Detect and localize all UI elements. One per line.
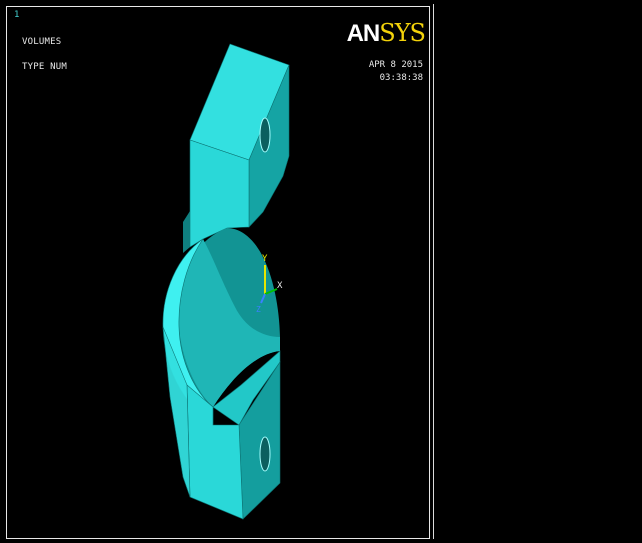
triad-x-label: X	[277, 281, 283, 291]
upper-bolt-hole	[259, 117, 271, 153]
logo-sys: SYS	[379, 19, 426, 47]
coordinate-triad: Y X Z	[256, 254, 283, 314]
triad-y-label: Y	[262, 254, 268, 264]
right-blank-pane	[433, 4, 639, 539]
plot-subtitle: TYPE NUM	[22, 62, 67, 72]
window-number: 1	[14, 10, 20, 20]
bore-shadow	[178, 239, 280, 407]
timestamp: APR 8 2015 03:38:38	[369, 59, 423, 85]
ansys-logo: ANSYS	[346, 19, 426, 47]
triad-z-label: Z	[256, 305, 261, 314]
timestamp-date: APR 8 2015	[368, 60, 423, 70]
lower-block-left-face	[162, 326, 191, 498]
model-3d-view[interactable]: Y X Z	[7, 7, 431, 540]
plot-title: VOLUMES	[22, 37, 62, 47]
lower-bolt-hole	[259, 436, 271, 472]
left-edge-face	[183, 211, 190, 253]
timestamp-time: 03:38:38	[379, 73, 423, 83]
logo-an: AN	[346, 20, 381, 47]
graphics-viewport[interactable]: 1 VOLUMES TYPE NUM ANSYS APR 8 2015 03:3…	[6, 6, 430, 539]
